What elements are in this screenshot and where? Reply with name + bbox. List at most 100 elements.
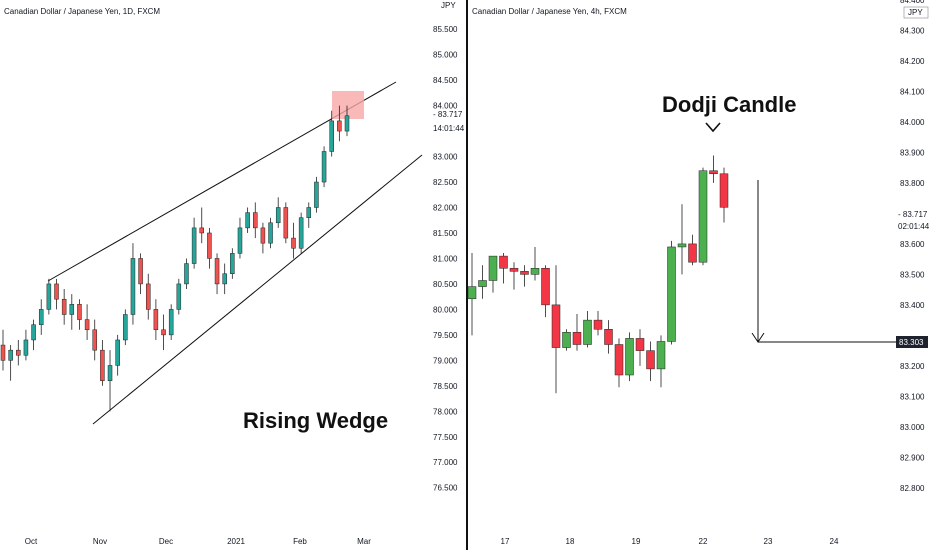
left-candle-body [84, 319, 90, 331]
left-candle-body [199, 227, 205, 234]
left-candle-body [107, 365, 113, 381]
left-candle-body [77, 304, 82, 320]
right-candle-body [583, 319, 592, 345]
left-candle-body [230, 253, 235, 274]
right-candle-body [709, 170, 718, 175]
left-candle-body [245, 212, 250, 229]
right-x-tick-label: 17 [501, 537, 510, 546]
left-candle-body [306, 207, 312, 218]
left-candle-body [298, 217, 304, 249]
left-y-axis: 85.500 85.000 84.500 84.000 83.000 82.500 82.0… [433, 25, 458, 493]
right-candles [467, 155, 729, 394]
left-y-tick-label: 78.000 [433, 407, 458, 416]
target-price-tag [896, 336, 928, 348]
right-y-tick-label: 83.400 [900, 301, 925, 310]
right-x-axis: 17 18 19 22 23 24 [501, 537, 839, 546]
left-x-tick-label: 2021 [227, 537, 245, 546]
left-chart-title: Canadian Dollar / Japanese Yen, 1D, FXCM [4, 7, 161, 16]
right-currency-label: JPY [908, 8, 923, 17]
left-y-tick-label: 85.500 [433, 25, 458, 34]
right-candle-body [541, 268, 550, 306]
left-y-tick-label: 80.000 [433, 305, 458, 314]
left-y-tick-label: 83.000 [433, 153, 458, 162]
left-candle-body [130, 258, 136, 315]
right-candle-body [625, 338, 634, 376]
left-candle-body [54, 283, 59, 300]
right-y-tick-label: 82.900 [900, 453, 925, 462]
right-x-tick-label: 23 [764, 537, 773, 546]
dodji-candle-label: Dodji Candle [662, 92, 796, 117]
left-candle-body [207, 232, 212, 259]
right-candle-body [520, 271, 529, 275]
left-x-tick-label: Nov [93, 537, 107, 546]
right-candle-body [614, 344, 624, 376]
right-y-tick-label: 83.000 [900, 423, 925, 432]
left-candle-body [237, 227, 243, 254]
right-candle-body [488, 255, 498, 281]
right-y-tick-label: 83.900 [900, 148, 925, 157]
left-y-tick-label: 84.500 [433, 76, 458, 85]
left-y-tick-label: 84.000 [433, 102, 458, 111]
right-candle-body [530, 268, 540, 275]
left-candle-body [38, 309, 44, 325]
right-y-tick-label: 83.500 [900, 270, 925, 279]
left-y-tick-label: 77.000 [433, 458, 458, 467]
right-candle-body [719, 173, 729, 208]
left-candle-body [275, 207, 281, 224]
right-y-tick-label: 84.400 [900, 0, 925, 5]
left-candle-body [123, 314, 128, 341]
right-candle-body [646, 350, 655, 370]
left-x-tick-label: Oct [25, 537, 38, 546]
chevron-down-icon [705, 122, 721, 133]
left-candle-body [23, 339, 29, 356]
left-last-price: - 83.717 [433, 110, 463, 119]
left-y-tick-label: 81.000 [433, 254, 458, 263]
left-y-tick-label: 82.000 [433, 204, 458, 213]
wedge-lower-line [92, 154, 423, 425]
right-y-tick-label: 83.100 [900, 392, 925, 401]
right-y-tick-label: 84.200 [900, 57, 925, 66]
rising-wedge-label: Rising Wedge [243, 408, 388, 433]
left-candle-body [253, 212, 258, 229]
left-candle-body [153, 309, 159, 331]
right-candle-body [551, 304, 561, 348]
left-x-tick-label: Dec [159, 537, 173, 546]
right-candle-body [572, 332, 582, 345]
left-candle-body [138, 258, 143, 285]
left-candle-body [92, 329, 97, 351]
right-candle-body [467, 286, 477, 300]
left-y-tick-label: 79.000 [433, 356, 458, 365]
left-candle-body [61, 298, 67, 315]
right-x-tick-label: 19 [632, 537, 641, 546]
left-candle-body [168, 309, 174, 336]
right-y-tick-label: 83.800 [900, 179, 925, 188]
right-y-axis: 84.400 84.300 84.200 84.100 84.000 83.900 83.8… [900, 0, 925, 493]
left-x-tick-label: Mar [357, 537, 371, 546]
right-candle-body [593, 319, 603, 330]
left-candle-body [145, 283, 151, 310]
left-candle-body [291, 237, 296, 249]
right-x-tick-label: 18 [566, 537, 575, 546]
left-y-tick-label: 82.500 [433, 178, 458, 187]
target-price-text: 83.303 [899, 338, 924, 347]
left-candle-body [46, 283, 52, 310]
left-candle-body [161, 329, 166, 336]
left-y-tick-label: 77.500 [433, 433, 458, 442]
right-candle-body [635, 338, 645, 351]
right-y-tick-label: 84.000 [900, 118, 925, 127]
left-y-tick-label: 81.500 [433, 229, 458, 238]
left-candle-body [222, 273, 227, 285]
left-candles [0, 105, 350, 412]
left-candle-body [0, 344, 6, 361]
left-countdown: 14:01:44 [433, 124, 465, 133]
right-currency-box [903, 6, 929, 19]
right-candle-body [667, 246, 676, 342]
right-last-price: - 83.717 [898, 210, 928, 219]
right-countdown: 02:01:44 [898, 222, 930, 231]
right-y-tick-label: 84.300 [900, 26, 925, 35]
left-candle-body [176, 283, 182, 310]
left-candle-body [314, 181, 319, 208]
right-y-tick-label: 83.600 [900, 240, 925, 249]
left-candle-body [329, 120, 334, 152]
left-x-tick-label: Feb [293, 537, 307, 546]
